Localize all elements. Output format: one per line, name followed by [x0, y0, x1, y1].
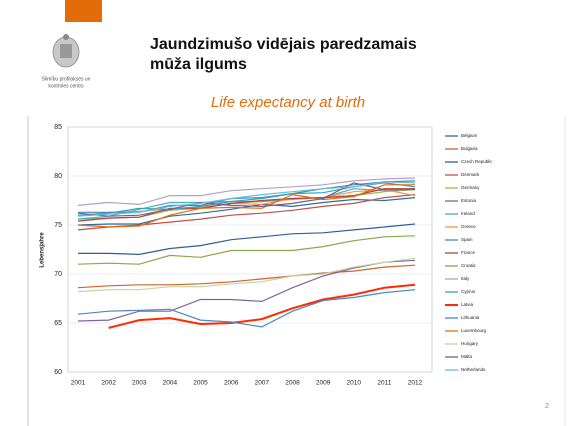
legend-label: Latvia [461, 302, 474, 307]
legend-label: Bulgaria [461, 146, 478, 151]
x-tick-label: 2004 [163, 380, 178, 387]
legend-label: Germany [461, 185, 480, 190]
y-tick-label: 65 [54, 320, 62, 327]
y-tick-label: 60 [54, 369, 62, 376]
title: mūža ilgums [150, 56, 247, 73]
x-tick-label: 2003 [132, 380, 147, 387]
legend-label: Croatia [461, 263, 476, 268]
legend-label: Luxembourg [461, 328, 487, 333]
accent-bar [65, 0, 102, 22]
x-tick-label: 2001 [71, 380, 86, 387]
y-tick-label: 85 [54, 124, 62, 131]
legend-label: Netherlands [461, 367, 486, 372]
x-tick-label: 2008 [285, 380, 300, 387]
subtitle: Life expectancy at birth [211, 94, 365, 111]
legend-label: Belgium [461, 133, 478, 138]
legend-label: Hungary [461, 341, 479, 346]
legend-label: Greece [461, 224, 476, 229]
series-line [77, 181, 416, 217]
series-line [77, 194, 416, 231]
series-line [77, 184, 415, 228]
x-tick-label: 2005 [193, 380, 208, 387]
series-line [108, 283, 416, 329]
legend-label: Estonia [461, 198, 477, 203]
legend-label: Lithuania [461, 315, 480, 320]
legend-label: Denmark [461, 172, 480, 177]
series-line [77, 289, 416, 328]
x-tick-label: 2006 [224, 380, 239, 387]
legend-label: Spain [461, 237, 473, 242]
x-tick-label: 2011 [377, 380, 391, 387]
logo-text: kontroles centrs [48, 83, 84, 89]
legend-label: Ireland [461, 211, 475, 216]
series-line [77, 189, 416, 217]
legend-label: Czech Republic [461, 159, 493, 164]
series-line [77, 259, 416, 322]
series-line [77, 257, 416, 293]
legend-label: Italy [461, 276, 470, 281]
x-tick-label: 2007 [255, 380, 270, 387]
series-line [77, 264, 416, 289]
series-line [77, 235, 416, 265]
y-tick-label: 70 [54, 271, 62, 278]
title: Jaundzimušo vidējais paredzamais [150, 36, 417, 53]
legend-label: Malta [461, 354, 473, 359]
logo-text: Slimību profilakses un [42, 76, 91, 82]
x-tick-label: 2010 [346, 380, 361, 387]
logo [52, 34, 80, 68]
series-line [78, 223, 416, 256]
series-line [77, 177, 416, 206]
x-tick-label: 2012 [408, 380, 423, 387]
legend-label: Cyprus [461, 289, 476, 294]
y-axis-label: Lebensjahre [40, 232, 46, 268]
x-tick-label: 2002 [101, 380, 116, 387]
legend-label: France [461, 250, 476, 255]
y-tick-label: 75 [54, 222, 62, 229]
page-number: 2 [545, 403, 549, 410]
series-line [77, 182, 415, 217]
series-line [77, 197, 416, 226]
y-tick-label: 80 [54, 173, 62, 180]
x-tick-label: 2009 [316, 380, 331, 387]
